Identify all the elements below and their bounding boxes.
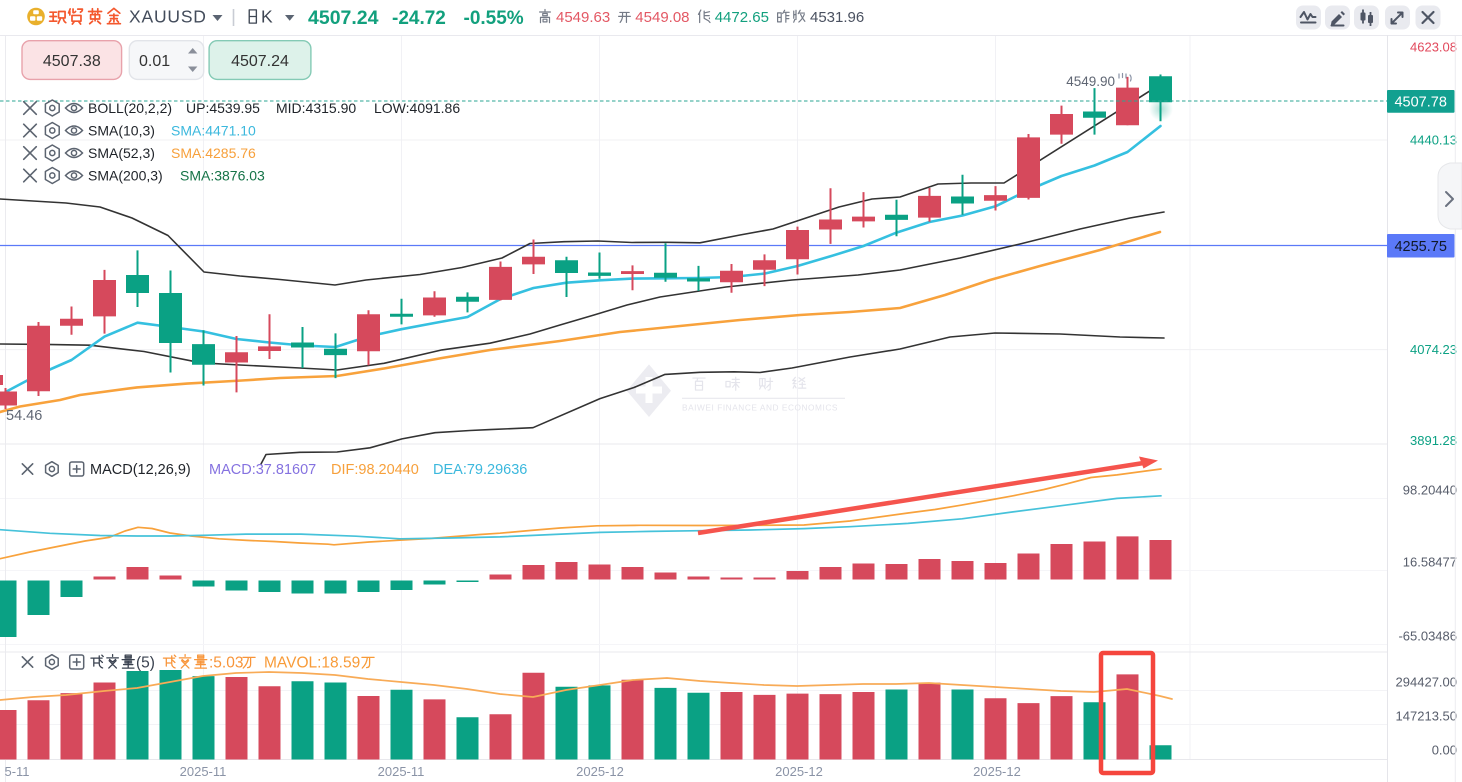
svg-text:K: K — [261, 7, 273, 27]
svg-text:MACD:37.81607: MACD:37.81607 — [209, 462, 316, 478]
svg-text:0.00: 0.00 — [1432, 743, 1457, 758]
svg-text:-0.55%: -0.55% — [464, 8, 524, 29]
svg-text:4507.24: 4507.24 — [308, 7, 379, 29]
svg-text:4531.96: 4531.96 — [810, 9, 864, 26]
svg-text:16.58477: 16.58477 — [1403, 555, 1457, 570]
svg-text:4623.08: 4623.08 — [1410, 40, 1457, 55]
svg-text:DEA:79.29636: DEA:79.29636 — [433, 462, 527, 478]
svg-text:LOW:4091.86: LOW:4091.86 — [374, 100, 460, 116]
svg-text:XAUUSD: XAUUSD — [129, 7, 207, 27]
svg-text:294427.00: 294427.00 — [1396, 675, 1457, 690]
svg-text:-24.72: -24.72 — [392, 8, 446, 29]
svg-text:SMA(200,3): SMA(200,3) — [88, 168, 163, 184]
svg-text:SMA(52,3): SMA(52,3) — [88, 145, 155, 161]
svg-text:4549.08: 4549.08 — [635, 9, 689, 26]
svg-text:98.20440: 98.20440 — [1403, 483, 1457, 498]
svg-text:4472.65: 4472.65 — [715, 9, 769, 26]
svg-text:4507.24: 4507.24 — [231, 53, 289, 70]
svg-text:MID:4315.90: MID:4315.90 — [276, 100, 356, 116]
svg-text:DIF:98.20440: DIF:98.20440 — [331, 462, 419, 478]
svg-text:54.46: 54.46 — [6, 408, 42, 424]
svg-text:2025-11: 2025-11 — [180, 764, 227, 779]
svg-text:SMA:4285.76: SMA:4285.76 — [171, 145, 256, 161]
svg-text:-65.03486: -65.03486 — [1398, 629, 1457, 644]
svg-text:SMA:4471.10: SMA:4471.10 — [171, 123, 256, 139]
svg-text:2025-12: 2025-12 — [973, 764, 1021, 779]
svg-text::5.03: :5.03 — [209, 655, 243, 672]
svg-text:3891.28: 3891.28 — [1410, 433, 1457, 448]
svg-text:4255.75: 4255.75 — [1394, 239, 1446, 255]
svg-text:BAIWEI FINANCE AND ECONOMICS: BAIWEI FINANCE AND ECONOMICS — [682, 403, 838, 413]
svg-text:4549.90: 4549.90 — [1066, 74, 1115, 89]
svg-text:5-11: 5-11 — [4, 764, 29, 779]
svg-text:MAVOL:18.59: MAVOL:18.59 — [264, 655, 360, 672]
svg-text:BOLL(20,2,2): BOLL(20,2,2) — [88, 100, 172, 116]
svg-text:4507.38: 4507.38 — [43, 53, 101, 70]
svg-text:4440.13: 4440.13 — [1410, 133, 1457, 148]
svg-text:(5): (5) — [136, 655, 155, 672]
svg-text:SMA:3876.03: SMA:3876.03 — [180, 168, 265, 184]
svg-text:SMA(10,3): SMA(10,3) — [88, 123, 155, 139]
svg-text:2025-12: 2025-12 — [775, 764, 823, 779]
svg-text:4074.23: 4074.23 — [1410, 342, 1457, 357]
svg-text:147213.50: 147213.50 — [1396, 709, 1457, 724]
svg-text:2025-11: 2025-11 — [378, 764, 425, 779]
svg-text:2025-12: 2025-12 — [576, 764, 624, 779]
svg-text:4549.63: 4549.63 — [556, 9, 610, 26]
svg-text:4507.78: 4507.78 — [1394, 95, 1446, 111]
svg-text:UP:4539.95: UP:4539.95 — [186, 100, 260, 116]
svg-text:MACD(12,26,9): MACD(12,26,9) — [90, 462, 191, 478]
svg-text:0.01: 0.01 — [139, 53, 170, 70]
